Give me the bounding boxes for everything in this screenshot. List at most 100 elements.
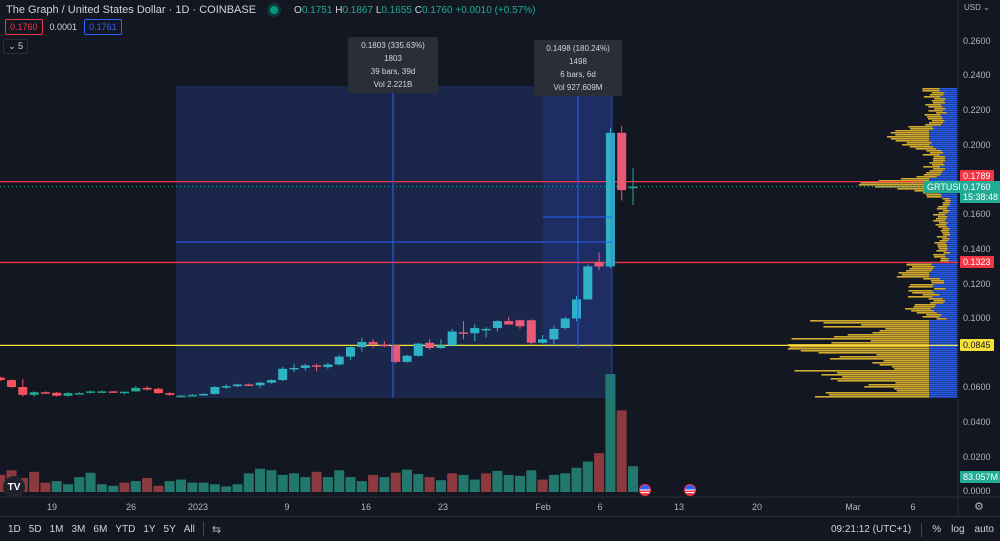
price-tick: 0.0400	[963, 417, 991, 427]
time-tick: 13	[673, 502, 685, 512]
candle	[323, 364, 333, 368]
close-value: 0.1760	[421, 4, 453, 16]
tradingview-logo[interactable]: TV	[3, 476, 25, 498]
volume-bar	[628, 466, 638, 492]
price-tick: 0.2200	[963, 105, 991, 115]
auto-scale-toggle[interactable]: auto	[974, 524, 994, 535]
change-value: +0.0010 (+0.57%)	[455, 4, 536, 16]
price-tick: 0.0600	[963, 382, 991, 392]
time-tick: 20	[751, 502, 763, 512]
volume-bar	[379, 477, 390, 492]
low-value: 0.1655	[381, 4, 412, 16]
volume-bar	[243, 473, 254, 492]
volume-bar	[503, 474, 514, 492]
volume-bar	[85, 472, 96, 492]
candle	[379, 344, 389, 347]
price-tick: 0.0200	[963, 452, 991, 462]
price-tick: 0.2400	[963, 70, 991, 80]
candle	[459, 332, 468, 334]
scale-controls: 09:21:12 (UTC+1) % log auto	[831, 517, 994, 541]
volume-bar	[594, 453, 605, 492]
volume-bar	[40, 482, 51, 492]
spread-value: 0.0001	[49, 22, 78, 32]
candle	[108, 391, 118, 393]
volume-bar	[537, 479, 548, 492]
sell-button[interactable]: 0.1760	[5, 19, 43, 35]
chart-legend: The Graph / United States Dollar · 1D · …	[6, 4, 535, 16]
volume-bar	[277, 474, 288, 492]
candle	[436, 345, 446, 348]
market-status-icon	[270, 6, 279, 14]
range-5d[interactable]: 5D	[28, 523, 42, 535]
us-event-flag-icon[interactable]	[639, 484, 651, 496]
buy-button[interactable]: 0.1761	[84, 19, 122, 35]
candle	[86, 391, 96, 393]
percent-scale-toggle[interactable]: %	[932, 524, 942, 535]
candle	[18, 387, 28, 395]
candle	[176, 395, 186, 398]
divider	[202, 522, 204, 536]
candle	[425, 342, 435, 348]
bar-countdown: 15:38:48	[963, 192, 999, 202]
candle	[617, 132, 627, 191]
volume-bar	[51, 481, 62, 492]
range-ytd[interactable]: YTD	[115, 523, 136, 535]
time-tick: 26	[125, 502, 137, 512]
candle	[594, 262, 604, 267]
tooltip-volume: Vol 927.609M	[553, 83, 603, 92]
time-tick: 6	[597, 502, 603, 512]
currency-selector[interactable]: USD ⌄	[964, 3, 990, 12]
range-3m[interactable]: 3M	[71, 523, 86, 535]
price-tick: 0.2000	[963, 140, 991, 150]
tooltip-volume: Vol 2.221B	[373, 80, 413, 89]
log-scale-toggle[interactable]: log	[951, 524, 965, 535]
volume-bar	[142, 478, 153, 492]
support-tag: 0.0845	[960, 339, 994, 351]
candle	[515, 320, 525, 327]
candle	[131, 387, 141, 392]
candle	[583, 266, 593, 300]
candle	[289, 367, 299, 370]
candle	[244, 384, 254, 386]
range-1d[interactable]: 1D	[8, 523, 21, 535]
time-tick: 16	[360, 502, 372, 512]
candle	[368, 341, 378, 345]
time-tick: 6	[910, 502, 916, 512]
candle	[334, 356, 344, 365]
clock[interactable]: 09:21:12 (UTC+1)	[830, 524, 912, 535]
candle	[187, 394, 197, 397]
range-5y[interactable]: 5Y	[163, 523, 176, 535]
candle	[504, 321, 514, 325]
range-all[interactable]: All	[183, 523, 195, 535]
range-6m[interactable]: 6M	[93, 523, 108, 535]
volume-bar	[526, 470, 537, 492]
us-event-flag-icon[interactable]	[684, 484, 696, 496]
candle	[7, 380, 16, 388]
candle	[120, 391, 129, 394]
candle	[165, 393, 175, 395]
candle	[221, 386, 231, 388]
settings-gear-icon[interactable]: ⚙	[974, 501, 984, 513]
range-1m[interactable]: 1M	[49, 523, 64, 535]
tooltip-change: 0.1803 (335.63%) 1803	[361, 41, 425, 63]
date-range-icon[interactable]: ⇆	[211, 523, 222, 536]
candle	[628, 186, 638, 189]
volume-bar	[390, 472, 401, 492]
volume-bar	[209, 484, 220, 492]
volume-bar	[492, 470, 503, 492]
price-tick: 0.2600	[963, 36, 991, 46]
symbol-title[interactable]: The Graph / United States Dollar · 1D · …	[6, 4, 257, 16]
indicators-toggle-button[interactable]: ⌄ 5	[3, 39, 29, 54]
candle	[447, 331, 457, 346]
candle	[538, 339, 548, 343]
volume-bar	[458, 474, 469, 492]
resistance-low-tag: 0.1323	[960, 256, 994, 268]
range-1y[interactable]: 1Y	[143, 523, 156, 535]
volume-bar	[447, 473, 458, 492]
close-label: C	[414, 4, 422, 16]
time-tick: 2023	[187, 502, 209, 512]
volume-bar	[605, 374, 616, 492]
candle	[605, 132, 615, 267]
